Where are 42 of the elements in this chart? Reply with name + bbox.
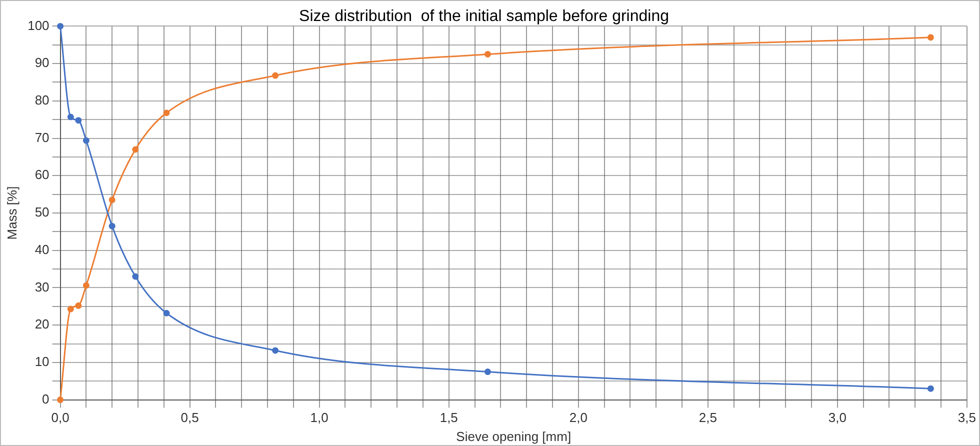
- point: [163, 310, 170, 316]
- x-tick-label: 0,0: [51, 410, 70, 426]
- point: [108, 222, 116, 230]
- x-tick-label: 0,5: [180, 410, 199, 426]
- y-tick-label: 10: [34, 354, 50, 370]
- point: [927, 385, 934, 392]
- point: [132, 273, 139, 280]
- x-tick-label: 3,0: [828, 410, 846, 426]
- x-tick-label: 2,5: [698, 410, 717, 426]
- y-tick-label: 40: [34, 242, 50, 257]
- x-tick-label: 2,0: [569, 410, 588, 426]
- y-tick-label: 60: [34, 167, 50, 182]
- y-tick-label: 50: [34, 204, 50, 220]
- point: [57, 22, 64, 30]
- point: [272, 347, 279, 354]
- point: [75, 117, 82, 124]
- x-axis-title: Sieve opening [mm]: [456, 428, 572, 444]
- point: [57, 396, 64, 404]
- y-tick-label: 80: [34, 92, 50, 108]
- y-tick-label: 70: [34, 130, 50, 145]
- point: [163, 110, 170, 116]
- point: [132, 146, 139, 153]
- point: [82, 137, 90, 144]
- chart-title: Size distribution of the initial sample before grinding: [299, 8, 669, 26]
- point: [484, 368, 491, 376]
- y-tick-label: 20: [34, 316, 50, 332]
- y-tick-label: 100: [28, 18, 50, 33]
- point: [484, 50, 491, 58]
- x-tick-label: 3,5: [958, 410, 976, 426]
- y-tick-label: 30: [34, 279, 50, 294]
- x-tick-label: 1,0: [310, 410, 328, 426]
- point: [82, 282, 90, 289]
- x-tick-label: 1,5: [440, 410, 458, 426]
- y-tick-label: 90: [34, 55, 50, 70]
- point: [75, 302, 82, 309]
- point: [927, 34, 934, 41]
- point: [67, 306, 74, 312]
- y-axis-title: Mass [%]: [4, 186, 20, 240]
- point: [67, 114, 74, 120]
- point: [108, 196, 116, 204]
- y-tick-label: 0: [42, 391, 50, 406]
- point: [272, 72, 279, 79]
